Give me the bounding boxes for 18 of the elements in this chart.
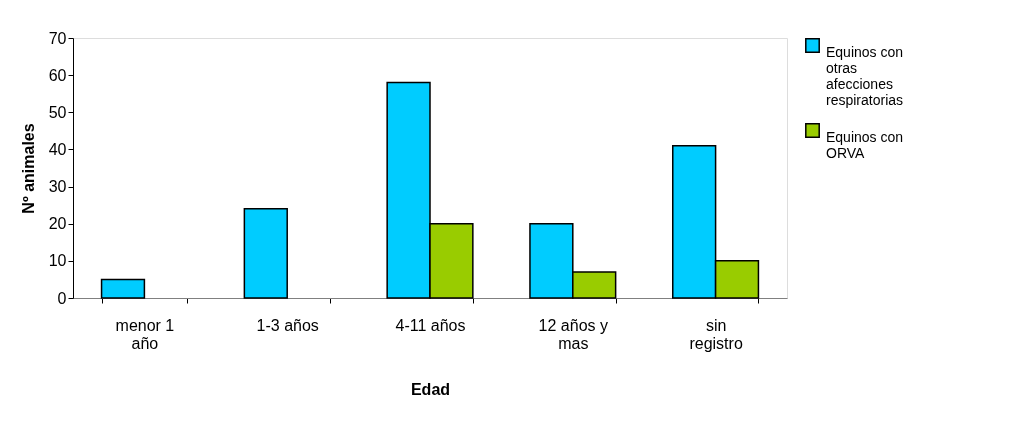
x-tick-label: 12 años y mas <box>538 316 608 352</box>
x-axis-title: Edad <box>410 380 451 398</box>
y-tick-label: 10 <box>48 252 67 270</box>
y-tick-label: 40 <box>48 140 67 158</box>
bar <box>243 208 288 299</box>
x-tick-label: menor 1 año <box>115 316 175 352</box>
legend-label: Equinos con ORVA <box>826 128 904 161</box>
y-tick-label: 30 <box>48 178 67 196</box>
x-tick-label: 4-11 años <box>395 316 466 334</box>
y-tick-label: 50 <box>48 103 67 121</box>
y-tick-label: 20 <box>48 215 67 233</box>
y-tick-label: 70 <box>48 29 67 47</box>
y-tick-label: 0 <box>57 289 67 307</box>
y-tick-label: 60 <box>48 66 67 84</box>
legend-label: Equinos con otras afecciones respiratorias <box>826 43 904 108</box>
x-tick-label: sin registro <box>689 316 743 352</box>
y-axis-title: Nº animales <box>19 123 37 214</box>
x-tick-label: 1-3 años <box>256 316 319 334</box>
